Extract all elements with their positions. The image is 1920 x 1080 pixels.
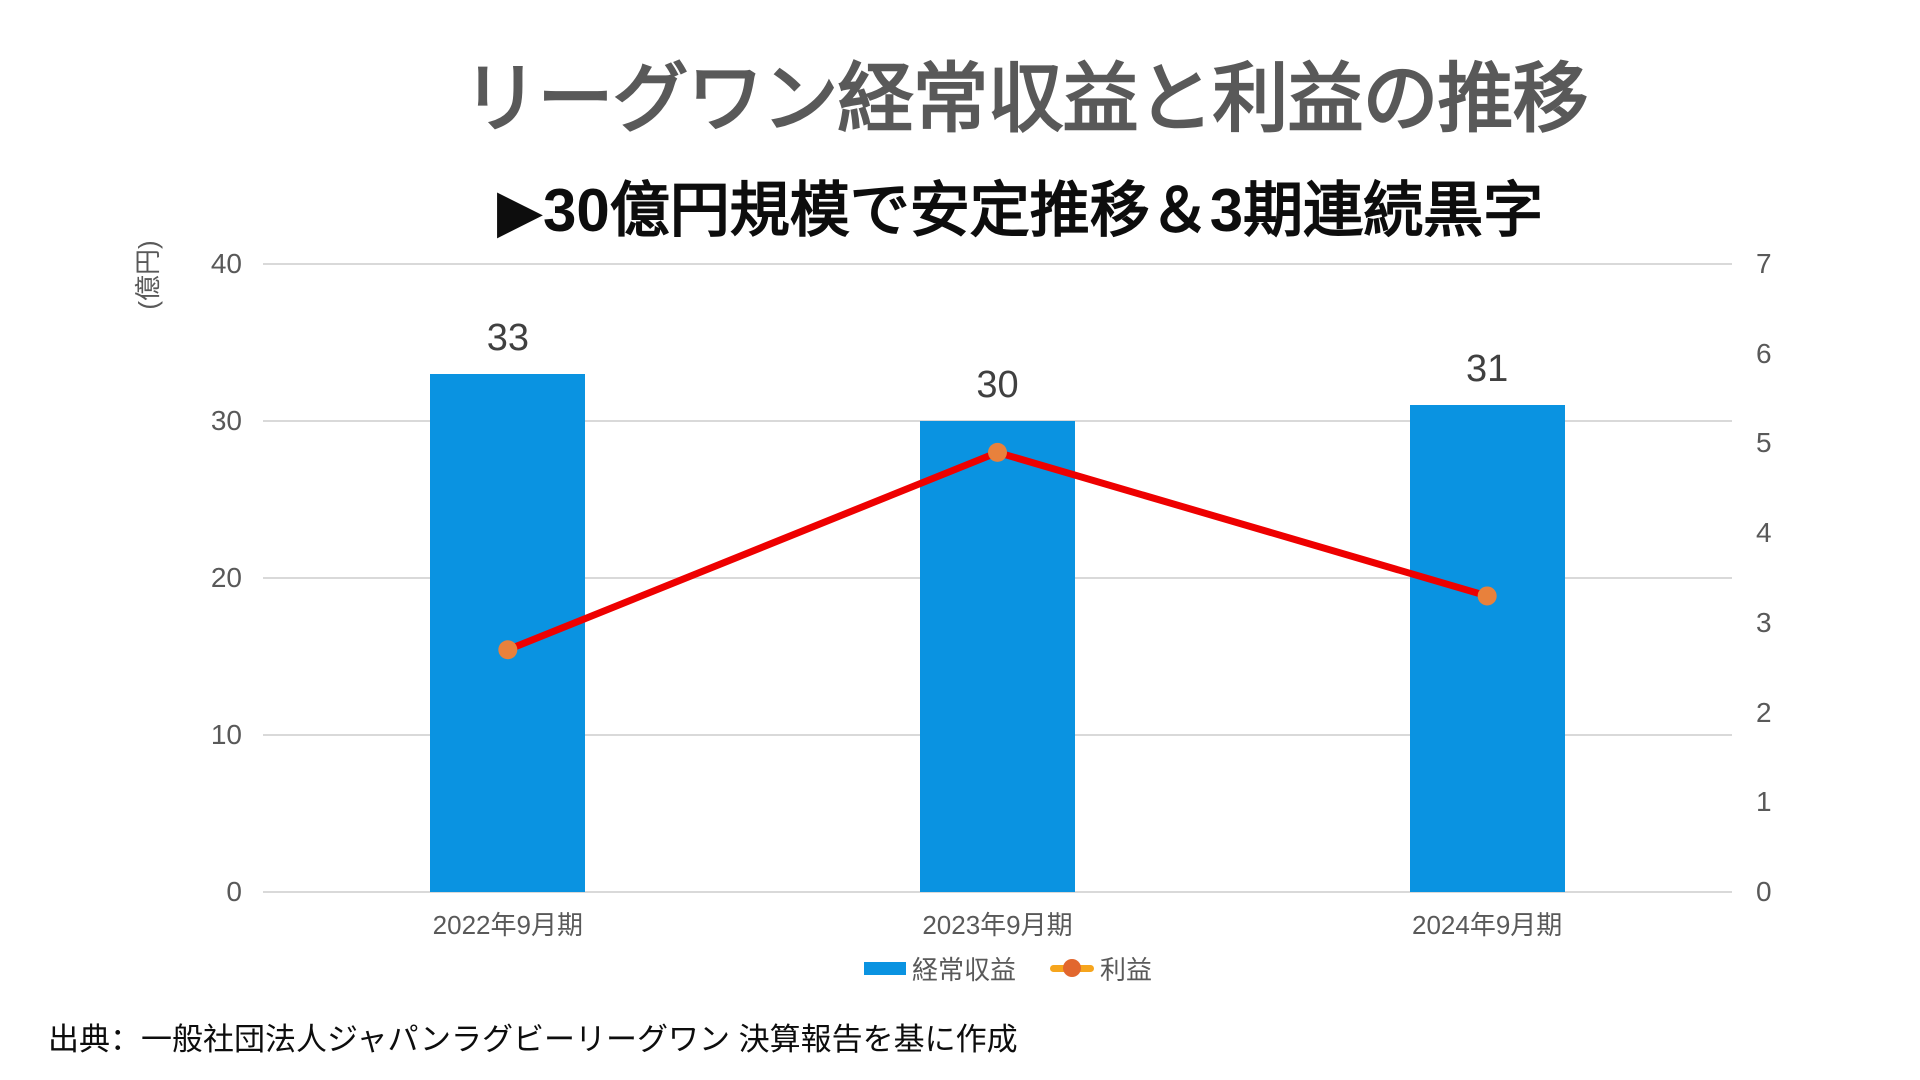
profit-marker-icon [988, 442, 1007, 462]
right-axis-tick-label: 4 [1756, 517, 1772, 549]
bar-data-label: 33 [486, 316, 529, 359]
chart-title: リーグワン経常収益と利益の推移 [462, 57, 1589, 142]
right-axis-tick-label: 5 [1756, 427, 1772, 459]
legend-item-revenue: 経常収益 [863, 950, 1016, 987]
legend: 経常収益 利益 [96, 950, 1920, 986]
profit-line-layer [498, 442, 1497, 660]
legend-line-marker-icon [1063, 959, 1081, 977]
left-axis-tick-label: 30 [210, 405, 242, 436]
source-note: 出典：一般社団法人ジャパンラグビーリーグワン 決算報告を基に作成 [48, 1022, 1018, 1057]
left-axis-tick-label: 40 [210, 248, 242, 279]
right-axis-tick-label: 0 [1756, 876, 1772, 907]
left-axis-tick-label: 10 [210, 719, 242, 750]
chart-subtitle: ▶30億円規模で安定推移＆3期連続黒字 [496, 177, 1544, 244]
legend-profit-label: 利益 [1100, 954, 1153, 985]
gridline [263, 263, 1732, 265]
profit-marker-icon [498, 640, 518, 660]
x-axis-category-label: 2023年9月期 [922, 910, 1073, 940]
profit-marker-icon [1477, 586, 1497, 606]
left-axis-tick-label: 20 [210, 562, 242, 593]
right-axis-tick-label: 6 [1756, 337, 1772, 369]
revenue-bar [920, 421, 1075, 892]
bar-data-label: 30 [976, 364, 1019, 406]
bar-data-label: 31 [1466, 348, 1509, 391]
legend-line-swatch-icon [1050, 959, 1094, 977]
legend-bar-swatch-icon [863, 961, 906, 975]
right-axis-tick-label: 7 [1756, 248, 1772, 279]
left-axis-tick-label: 0 [226, 876, 242, 907]
x-axis-category-label: 2024年9月期 [1412, 910, 1563, 940]
revenue-bar [430, 373, 586, 892]
legend-item-profit: 利益 [1050, 950, 1152, 987]
right-axis-tick-label: 3 [1756, 606, 1772, 638]
revenue-bar [1409, 405, 1565, 892]
right-axis-tick-label: 1 [1756, 786, 1772, 818]
right-axis-tick-label: 2 [1756, 696, 1772, 728]
profit-line [506, 448, 1489, 654]
x-axis-line [263, 891, 1732, 893]
x-axis-category-label: 2022年9月期 [432, 910, 583, 940]
legend-revenue-label: 経常収益 [911, 954, 1016, 985]
